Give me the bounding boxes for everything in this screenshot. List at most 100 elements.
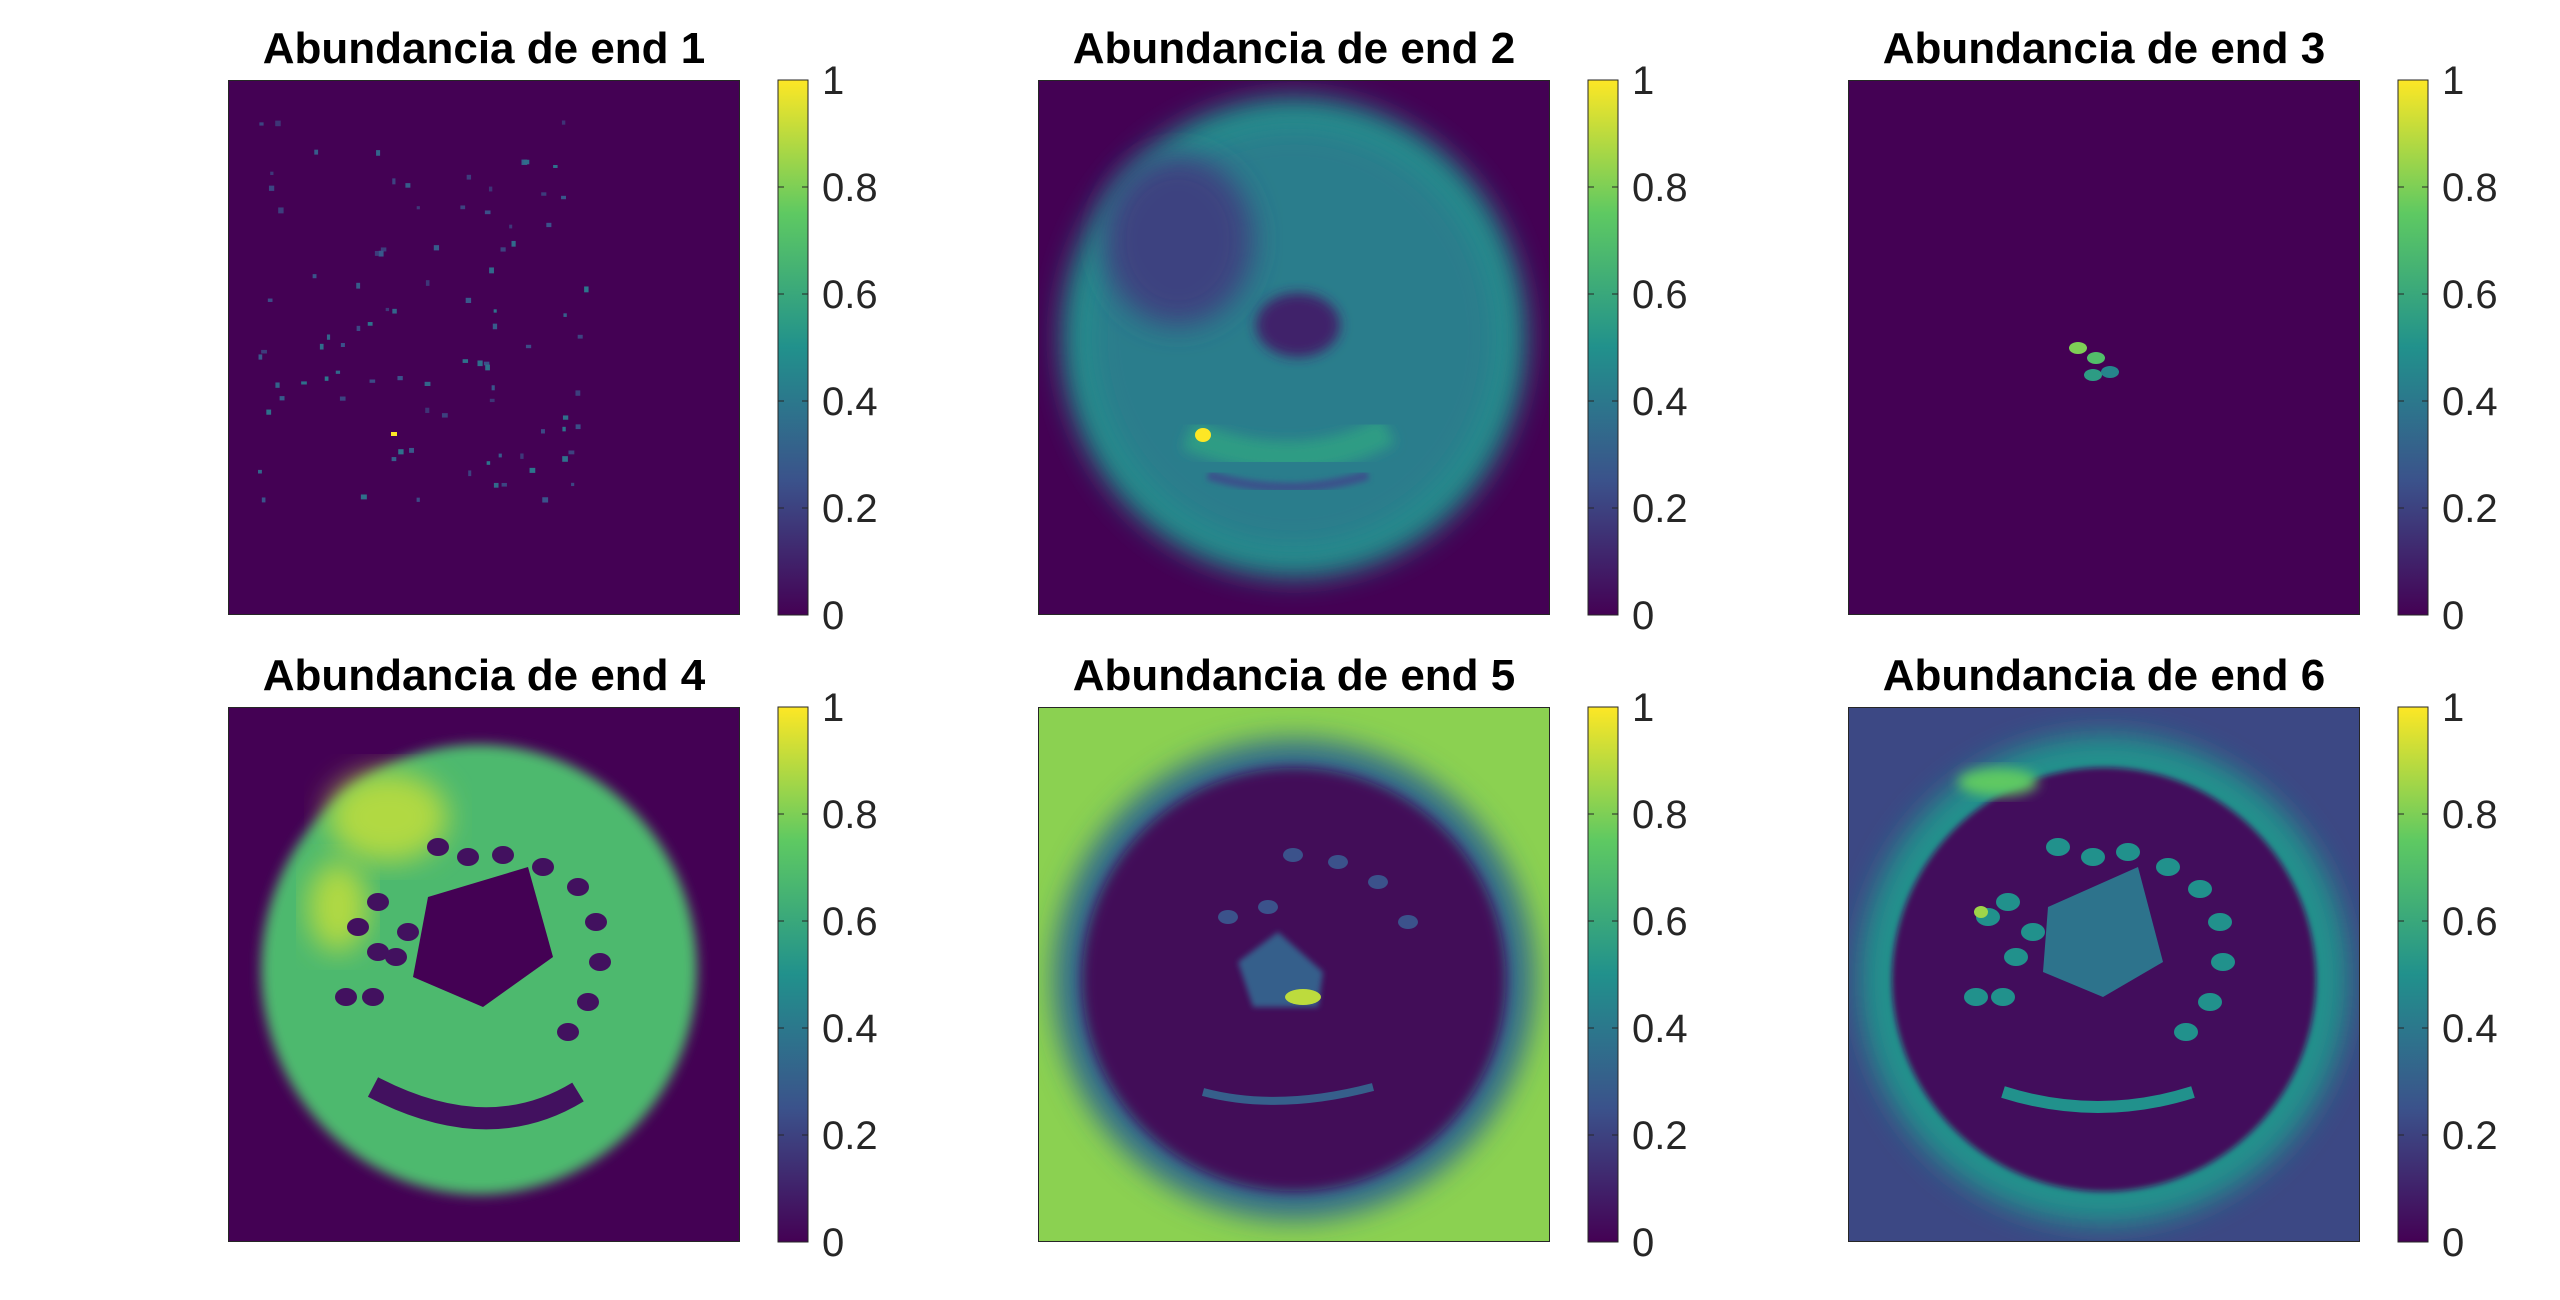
- spot: [1398, 915, 1418, 929]
- peak-pixel: [391, 432, 397, 436]
- spot: [2101, 366, 2119, 378]
- speckle: [575, 390, 581, 396]
- colorbar-tick-label: 0.2: [1632, 1114, 1688, 1158]
- colorbar-tick-label: 0.8: [2442, 166, 2498, 210]
- speckle: [374, 250, 379, 256]
- colorbar-tick-label: 1: [2442, 686, 2464, 730]
- spot: [2081, 848, 2105, 866]
- colorbar-tick-label: 1: [822, 59, 844, 103]
- speckle: [268, 185, 275, 191]
- dark-spot: [362, 988, 384, 1006]
- speckle: [561, 195, 566, 200]
- speckle: [356, 282, 361, 289]
- colorbar-tick-label: 0: [1632, 1221, 1654, 1265]
- colorbar-gradient: [1587, 706, 1619, 1243]
- panel-title: Abundancia de end 4: [263, 651, 706, 700]
- colorbar-tick-label: 0.6: [2442, 273, 2498, 317]
- colorbar: 0 0.2 0.4 0.6 0.8 1: [1587, 59, 1688, 638]
- speckle: [270, 171, 274, 175]
- speckle: [433, 245, 440, 251]
- map-frame: [1038, 707, 1550, 1242]
- colorbar-tick-label: 0.2: [1632, 487, 1688, 531]
- speckle: [493, 482, 499, 488]
- colorbar: 0 0.2 0.4 0.6 0.8 1: [777, 59, 878, 638]
- panel-title: Abundancia de end 3: [1883, 24, 2326, 73]
- speckle: [367, 322, 373, 326]
- dark-spot: [335, 988, 357, 1006]
- speckle: [278, 207, 284, 214]
- arc-band: [1201, 1083, 1375, 1105]
- speckle: [267, 298, 273, 302]
- panel-title: Abundancia de end 5: [1073, 651, 1516, 700]
- colorbar-tick-label: 0.4: [2442, 380, 2498, 424]
- speckle: [424, 381, 431, 387]
- colorbar-tick-label: 0.8: [822, 166, 878, 210]
- speckle: [584, 286, 589, 293]
- abundance-map: [1848, 707, 2360, 1242]
- panel-1: Abundancia de end 1 0 0.2 0.4 0.6 0.8 1: [228, 24, 878, 638]
- speckle: [562, 415, 569, 420]
- colorbar-tick-label: 0.2: [2442, 1114, 2498, 1158]
- spot: [1283, 848, 1303, 862]
- bright-patch: [308, 862, 368, 952]
- speckle: [575, 424, 581, 430]
- colorbar-tick-label: 0.6: [2442, 900, 2498, 944]
- speckle: [409, 447, 414, 453]
- abundance-map: [228, 707, 740, 1242]
- colorbar-gradient: [2397, 706, 2429, 1243]
- spot: [2069, 342, 2087, 354]
- panel-4: Abundancia de end 4 0 0.2 0.4 0.6 0.8 1: [228, 651, 878, 1265]
- speckle: [339, 396, 346, 401]
- speckle: [391, 457, 397, 462]
- spot: [2208, 913, 2232, 931]
- speckle: [275, 120, 281, 127]
- speckle: [416, 497, 420, 502]
- colorbar-tick-label: 0.4: [822, 380, 878, 424]
- map-background: [1848, 80, 2360, 615]
- colorbar-gradient: [2397, 79, 2429, 616]
- colorbar-tick-label: 1: [1632, 686, 1654, 730]
- panel-title: Abundancia de end 1: [263, 24, 706, 73]
- panel-title: Abundancia de end 6: [1883, 651, 2326, 700]
- dark-spot: [427, 838, 449, 856]
- speckle: [319, 343, 324, 350]
- spot: [2174, 1023, 2198, 1041]
- spot: [1996, 893, 2020, 911]
- speckle: [509, 224, 513, 229]
- spot: [2021, 923, 2045, 941]
- colorbar: 0 0.2 0.4 0.6 0.8 1: [777, 686, 878, 1265]
- spot: [1328, 855, 1348, 869]
- arc-dark: [367, 1077, 584, 1130]
- map-frame: [228, 707, 740, 1242]
- speckle: [484, 210, 491, 215]
- spot: [1368, 875, 1388, 889]
- colorbar-tick-label: 0.6: [1632, 900, 1688, 944]
- spot: [2198, 993, 2222, 1011]
- dark-spot: [347, 918, 369, 936]
- dark-spot: [567, 878, 589, 896]
- colorbar-tick-label: 0: [822, 594, 844, 638]
- speckle: [500, 247, 506, 252]
- speckle: [425, 407, 430, 413]
- speckle: [520, 453, 524, 459]
- speckle: [498, 453, 502, 458]
- speckle: [491, 385, 495, 391]
- colorbar-gradient: [777, 79, 809, 616]
- abundance-map: [1038, 80, 1550, 615]
- speckle: [261, 349, 267, 354]
- speckle: [335, 370, 341, 374]
- speckle: [483, 361, 490, 366]
- speckle: [324, 376, 329, 381]
- speckle: [360, 494, 367, 500]
- speckle: [392, 178, 396, 185]
- panel-title: Abundancia de end 2: [1073, 24, 1516, 73]
- speckle: [460, 205, 466, 210]
- colorbar: 0 0.2 0.4 0.6 0.8 1: [2397, 686, 2498, 1265]
- speckle: [465, 297, 472, 304]
- colorbar-tick-label: 1: [1632, 59, 1654, 103]
- speckle: [477, 360, 483, 367]
- bright-spot: [1285, 989, 1321, 1005]
- speckle: [488, 186, 493, 192]
- colorbar-tick-label: 0.4: [1632, 1007, 1688, 1051]
- speckle: [562, 456, 568, 462]
